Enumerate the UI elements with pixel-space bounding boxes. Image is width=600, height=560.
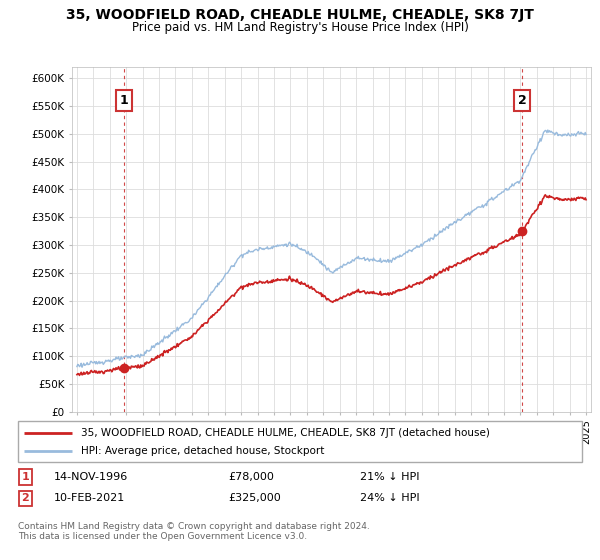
Text: £78,000: £78,000 (228, 472, 274, 482)
Text: 35, WOODFIELD ROAD, CHEADLE HULME, CHEADLE, SK8 7JT: 35, WOODFIELD ROAD, CHEADLE HULME, CHEAD… (66, 8, 534, 22)
Text: 21% ↓ HPI: 21% ↓ HPI (360, 472, 419, 482)
Text: HPI: Average price, detached house, Stockport: HPI: Average price, detached house, Stoc… (81, 446, 325, 455)
Text: 1: 1 (119, 94, 128, 107)
Text: 2: 2 (22, 493, 29, 503)
Text: 10-FEB-2021: 10-FEB-2021 (54, 493, 125, 503)
Text: 1: 1 (22, 472, 29, 482)
Text: 35, WOODFIELD ROAD, CHEADLE HULME, CHEADLE, SK8 7JT (detached house): 35, WOODFIELD ROAD, CHEADLE HULME, CHEAD… (81, 428, 490, 437)
Text: Contains HM Land Registry data © Crown copyright and database right 2024.
This d: Contains HM Land Registry data © Crown c… (18, 522, 370, 542)
Text: £325,000: £325,000 (228, 493, 281, 503)
Text: 14-NOV-1996: 14-NOV-1996 (54, 472, 128, 482)
Text: Price paid vs. HM Land Registry's House Price Index (HPI): Price paid vs. HM Land Registry's House … (131, 21, 469, 34)
Text: 24% ↓ HPI: 24% ↓ HPI (360, 493, 419, 503)
Text: 2: 2 (518, 94, 527, 107)
